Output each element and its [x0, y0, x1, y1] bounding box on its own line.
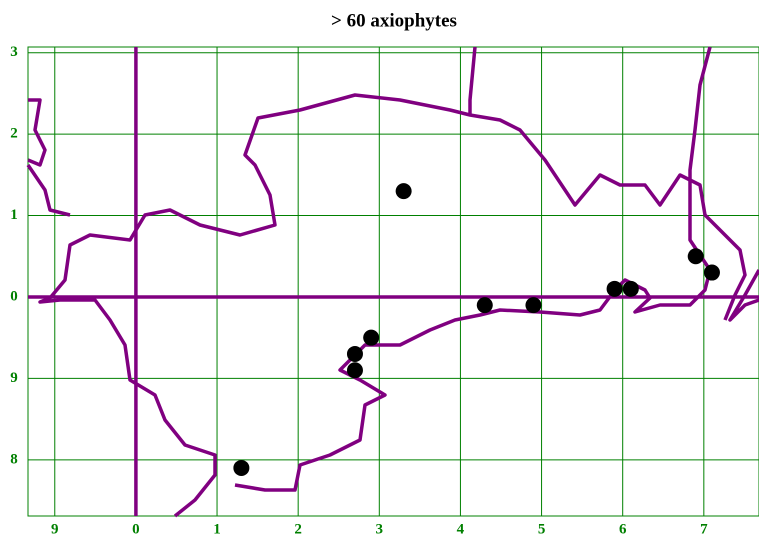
- y-tick-label: 2: [10, 126, 18, 142]
- x-tick-label: 9: [51, 521, 59, 537]
- point: [346, 345, 363, 362]
- coast: [234, 46, 712, 492]
- coast: [26, 164, 71, 217]
- coast: [468, 46, 477, 115]
- y-tick-label: 8: [10, 451, 18, 467]
- y-tick-label: 3: [10, 44, 18, 60]
- point: [395, 183, 412, 200]
- x-tick-label: 2: [294, 521, 302, 537]
- y-tick-label: 1: [10, 207, 18, 223]
- x-tick-label: 0: [132, 521, 140, 537]
- chart-title: > 60 axiophytes: [331, 10, 457, 31]
- point: [622, 280, 639, 297]
- point: [346, 362, 363, 379]
- point: [476, 297, 493, 314]
- x-tick-label: 5: [538, 521, 546, 537]
- x-tick-label: 1: [213, 521, 221, 537]
- x-tick-label: 6: [619, 521, 627, 537]
- point: [363, 329, 380, 346]
- x-tick-label: 7: [700, 521, 708, 537]
- point: [703, 264, 720, 281]
- y-tick-label: 9: [10, 370, 18, 386]
- coastline: [26, 46, 759, 518]
- plot-frame: [27, 46, 759, 517]
- point: [606, 280, 623, 297]
- point: [525, 297, 542, 314]
- coast: [27, 98, 47, 167]
- coast: [38, 93, 747, 518]
- y-tick-label: 0: [10, 288, 18, 304]
- point: [687, 248, 704, 265]
- x-tick-label: 3: [376, 521, 384, 537]
- x-tick-label: 4: [457, 521, 465, 537]
- points: [233, 183, 720, 476]
- coast: [728, 269, 759, 322]
- grid: [27, 46, 759, 517]
- point: [233, 459, 250, 476]
